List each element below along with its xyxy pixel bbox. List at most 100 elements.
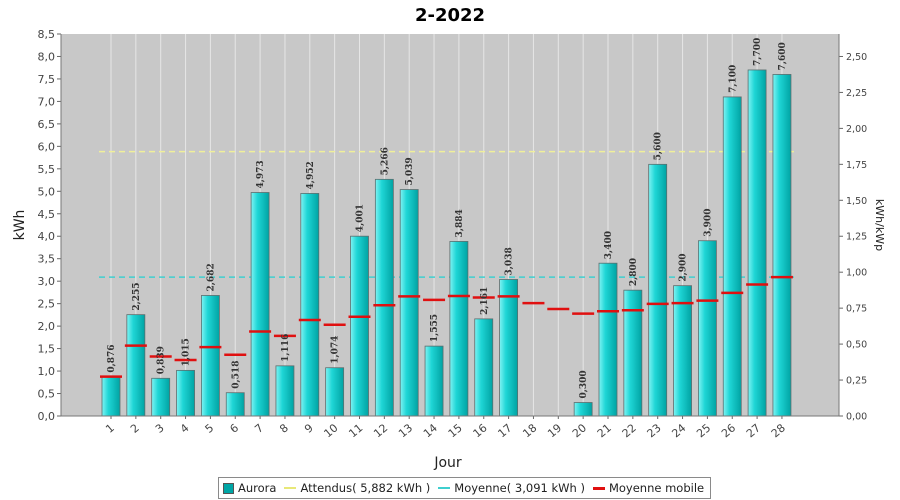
bar [772, 74, 792, 417]
data-label: 5,039 [405, 157, 415, 185]
data-label: 2,682 [206, 263, 216, 291]
data-label: 3,038 [505, 247, 515, 275]
data-labels: 0,876 2,255 0,839 1,015 2,682 0,518 4,973 1,116… [107, 38, 788, 399]
legend-label-moyenne: Moyenne( 3,091 kWh ) [454, 481, 585, 495]
data-label: 0,839 [157, 346, 167, 374]
data-label: 0,300 [579, 370, 589, 398]
bar [648, 163, 668, 417]
y-tick-label: 4,5 [38, 208, 56, 221]
legend: Aurora Attendus( 5,882 kWh ) Moyenne( 3,… [218, 477, 712, 499]
data-label: 3,400 [604, 231, 614, 259]
x-tick-label: 17 [495, 421, 514, 440]
legend-item-attendus: Attendus( 5,882 kWh ) [284, 481, 430, 495]
x-tick-label: 5 [203, 421, 217, 435]
x-tick-label: 20 [570, 421, 589, 440]
bar [275, 365, 295, 417]
y2-tick-label: 2,25 [846, 88, 867, 99]
bar [573, 402, 593, 417]
x-tick-label: 15 [446, 421, 465, 440]
y2-tick-label: 1,25 [846, 232, 867, 243]
y-tick-label: 7,0 [38, 95, 56, 108]
legend-item-moyenne: Moyenne( 3,091 kWh ) [438, 481, 585, 495]
data-label: 5,266 [380, 147, 390, 175]
legend-swatch-moyenne [438, 487, 451, 489]
y2-tick-label: 2,50 [846, 52, 867, 63]
y-tick-label: 3,5 [38, 253, 56, 266]
moving-average [100, 275, 793, 378]
y-tick-label: 1,5 [38, 343, 56, 356]
data-label: 1,555 [430, 314, 440, 342]
x-tick-label: 23 [645, 421, 664, 440]
bar [474, 318, 494, 417]
x-tick-label: 16 [471, 421, 490, 440]
y2-tick-label: 1,50 [846, 196, 867, 207]
data-label: 3,900 [703, 209, 713, 237]
x-tick-label: 14 [421, 421, 440, 440]
data-label: 0,518 [231, 361, 241, 389]
x-tick-label: 7 [252, 421, 266, 435]
y-tick-label: 8,5 [38, 28, 56, 41]
x-tick-label: 3 [153, 421, 167, 435]
y-tick-label: 2,0 [38, 320, 56, 333]
data-label: 1,116 [281, 334, 291, 362]
x-tick-label: 19 [545, 421, 564, 440]
x-tick-label: 1 [103, 421, 117, 435]
data-label: 3,884 [455, 209, 465, 237]
bar [623, 289, 643, 417]
y2-tick-label: 1,75 [846, 160, 867, 171]
y-tick-label: 3,0 [38, 275, 56, 288]
y-tick-label: 5,5 [38, 163, 56, 176]
data-label: 7,600 [778, 42, 788, 70]
data-label: 7,700 [753, 38, 763, 66]
y-tick-label: 8,0 [38, 50, 56, 63]
bar [399, 189, 419, 417]
data-label: 4,973 [256, 160, 266, 188]
reference-lines [99, 150, 794, 278]
x-tick-label: 6 [227, 421, 241, 435]
legend-item-moyenne-mobile: Moyenne mobile [592, 481, 704, 495]
legend-label-attendus: Attendus( 5,882 kWh ) [300, 481, 431, 495]
bar [424, 345, 444, 417]
y-tick-label: 2,5 [38, 298, 56, 311]
x-axis-label: Jour [433, 455, 462, 471]
legend-swatch-attendus [284, 487, 297, 489]
y2-tick-label: 2,00 [846, 124, 867, 135]
x-tick-label: 27 [744, 421, 763, 440]
x-tick-label: 25 [694, 421, 713, 440]
x-tick-label: 9 [302, 421, 316, 435]
bar [325, 367, 345, 417]
x-tick-label: 12 [371, 421, 390, 440]
bar [449, 241, 469, 417]
y2-tick-label: 0,50 [846, 340, 867, 351]
x-tick-label: 21 [595, 421, 614, 440]
bar [673, 285, 692, 417]
y-tick-label: 0,0 [38, 410, 56, 423]
x-tick-label: 26 [719, 421, 738, 440]
bar [698, 240, 717, 417]
data-label: 2,161 [480, 287, 490, 315]
x-tick-label: 10 [321, 421, 340, 440]
legend-label-aurora: Aurora [238, 481, 277, 495]
bar [350, 235, 369, 417]
bar [374, 178, 394, 417]
bar [126, 314, 146, 417]
x-tick-label: 2 [128, 421, 142, 435]
y-tick-label: 5,0 [38, 185, 56, 198]
bar [747, 69, 767, 417]
y2-tick-label: 0,00 [846, 412, 867, 423]
data-label: 2,800 [629, 258, 639, 286]
bar [101, 376, 121, 417]
bar [176, 369, 195, 417]
y2-tick-label: 0,75 [846, 304, 867, 315]
data-label: 7,100 [728, 65, 738, 93]
y-tick-label: 6,5 [38, 118, 56, 131]
data-label: 2,255 [132, 282, 142, 310]
y2-tick-label: 0,25 [846, 376, 867, 387]
y-axis-label: kWh [12, 210, 28, 241]
legend-swatch-aurora [223, 482, 234, 494]
y2-axis-label: kWh/kWp [873, 199, 886, 251]
data-label: 4,952 [306, 161, 316, 189]
bar [250, 192, 270, 417]
bar [151, 377, 171, 417]
